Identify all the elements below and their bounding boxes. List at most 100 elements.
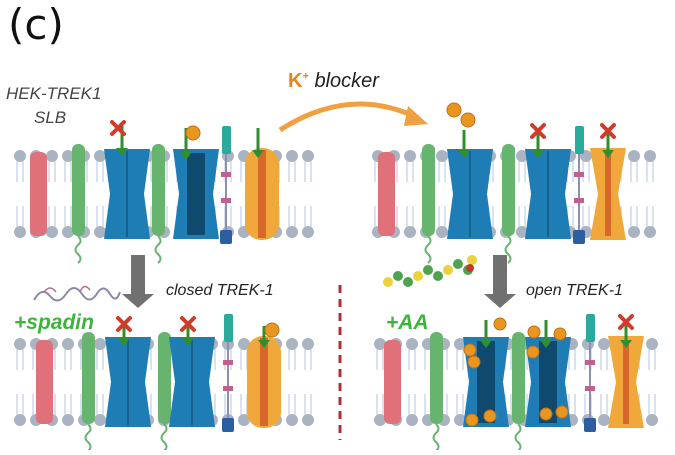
blocked-x-icon bbox=[110, 120, 126, 136]
spadin-label: +spadin bbox=[14, 311, 94, 334]
k-ion bbox=[460, 112, 476, 128]
k-ion bbox=[555, 405, 569, 419]
pink-membrane-protein bbox=[378, 152, 395, 236]
lipid-head bbox=[62, 226, 74, 238]
trek1-open-pore bbox=[477, 341, 495, 423]
teal-protein-domain bbox=[221, 198, 231, 203]
lipid-head bbox=[46, 150, 58, 162]
lipid-head bbox=[302, 226, 314, 238]
blocked-x-icon bbox=[116, 316, 132, 332]
open-trek1-label: open TREK-1 bbox=[526, 282, 623, 299]
green-protein-tail bbox=[84, 423, 92, 452]
blocker-arrow-curve bbox=[278, 101, 420, 133]
orange-channel bbox=[245, 148, 279, 240]
teal-protein-domain bbox=[574, 198, 584, 203]
lipid-head bbox=[62, 150, 74, 162]
spadin-peptide bbox=[33, 287, 121, 302]
blocker-text: blocker bbox=[308, 70, 379, 92]
green-membrane-protein bbox=[502, 144, 515, 236]
blue-channel bbox=[447, 149, 493, 239]
green-protein-tail bbox=[432, 423, 440, 452]
lipid-head bbox=[46, 226, 58, 238]
flow-arrow-head bbox=[602, 150, 614, 158]
lipid-head bbox=[406, 414, 418, 426]
k-ion bbox=[185, 125, 201, 141]
flow-arrow-head bbox=[182, 338, 194, 346]
aa-atom bbox=[453, 259, 463, 269]
aa-atom bbox=[467, 255, 477, 265]
lipid-head bbox=[238, 338, 250, 350]
lipid-head bbox=[62, 338, 74, 350]
teal-membrane-protein bbox=[573, 126, 585, 244]
spadin-peptide-detail bbox=[43, 285, 91, 293]
process-arrow-head bbox=[484, 294, 516, 308]
lipid-head bbox=[374, 414, 386, 426]
k-ion bbox=[465, 413, 479, 427]
lipid-head bbox=[406, 338, 418, 350]
teal-protein-base bbox=[573, 230, 585, 244]
flow-arrow-head bbox=[180, 152, 192, 160]
lipid-head bbox=[302, 338, 314, 350]
green-protein-tail bbox=[74, 235, 82, 264]
teal-protein-domain bbox=[223, 360, 233, 365]
k-ion bbox=[446, 102, 462, 118]
lipid-head bbox=[14, 150, 26, 162]
flow-arrow-head bbox=[116, 148, 128, 156]
aa-label: +AA bbox=[386, 311, 429, 334]
pink-membrane-protein bbox=[384, 340, 401, 424]
k-ion bbox=[264, 322, 280, 338]
lipid-head bbox=[404, 226, 416, 238]
k-ion bbox=[483, 409, 497, 423]
lipid-head bbox=[286, 226, 298, 238]
lipid-head bbox=[644, 226, 656, 238]
lipid-head bbox=[628, 226, 640, 238]
blue-channel bbox=[105, 337, 151, 427]
blocked-x-icon bbox=[600, 123, 616, 139]
green-membrane-protein bbox=[72, 144, 85, 236]
flow-arrow-head bbox=[258, 340, 270, 348]
teal-protein-head bbox=[224, 314, 233, 342]
lipid-head bbox=[286, 338, 298, 350]
flow-arrow-head bbox=[620, 340, 632, 348]
lipid-head bbox=[516, 150, 528, 162]
panel-label: (c) bbox=[8, 0, 64, 49]
blocker-label: K+ blocker bbox=[288, 70, 379, 93]
teal-protein-domain bbox=[574, 172, 584, 177]
green-membrane-protein bbox=[158, 332, 171, 424]
orange-channel bbox=[247, 336, 281, 428]
trek1-open-pore bbox=[539, 341, 557, 423]
teal-protein-base bbox=[220, 230, 232, 244]
lipid-head bbox=[644, 150, 656, 162]
lipid-head bbox=[286, 150, 298, 162]
green-membrane-protein bbox=[152, 144, 165, 236]
blue-channel bbox=[169, 337, 215, 427]
aa-atom bbox=[383, 277, 393, 287]
lipid-head bbox=[598, 338, 610, 350]
flow-arrow-head bbox=[480, 340, 492, 348]
flow-arrow-head bbox=[252, 150, 264, 158]
green-protein-tail bbox=[514, 423, 522, 452]
lipid-head bbox=[286, 414, 298, 426]
aa-atom bbox=[413, 271, 423, 281]
aa-atom bbox=[403, 277, 413, 287]
aa-atom bbox=[423, 265, 433, 275]
blocked-x-icon bbox=[530, 123, 546, 139]
lipid-head bbox=[454, 414, 466, 426]
trek1-open-pore bbox=[187, 153, 205, 235]
lipid-head bbox=[628, 150, 640, 162]
green-membrane-protein bbox=[430, 332, 443, 424]
lipid-head bbox=[598, 414, 610, 426]
green-protein-tail bbox=[424, 235, 432, 264]
k-ion bbox=[553, 327, 567, 341]
pink-membrane-protein bbox=[36, 340, 53, 424]
aa-atom bbox=[443, 265, 453, 275]
lipid-head bbox=[646, 338, 658, 350]
flow-arrow-head bbox=[532, 150, 544, 158]
teal-protein-head bbox=[222, 126, 231, 154]
process-arrow-shaft bbox=[131, 255, 145, 296]
green-membrane-protein bbox=[512, 332, 525, 424]
teal-protein-head bbox=[586, 314, 595, 342]
teal-protein-head bbox=[575, 126, 584, 154]
